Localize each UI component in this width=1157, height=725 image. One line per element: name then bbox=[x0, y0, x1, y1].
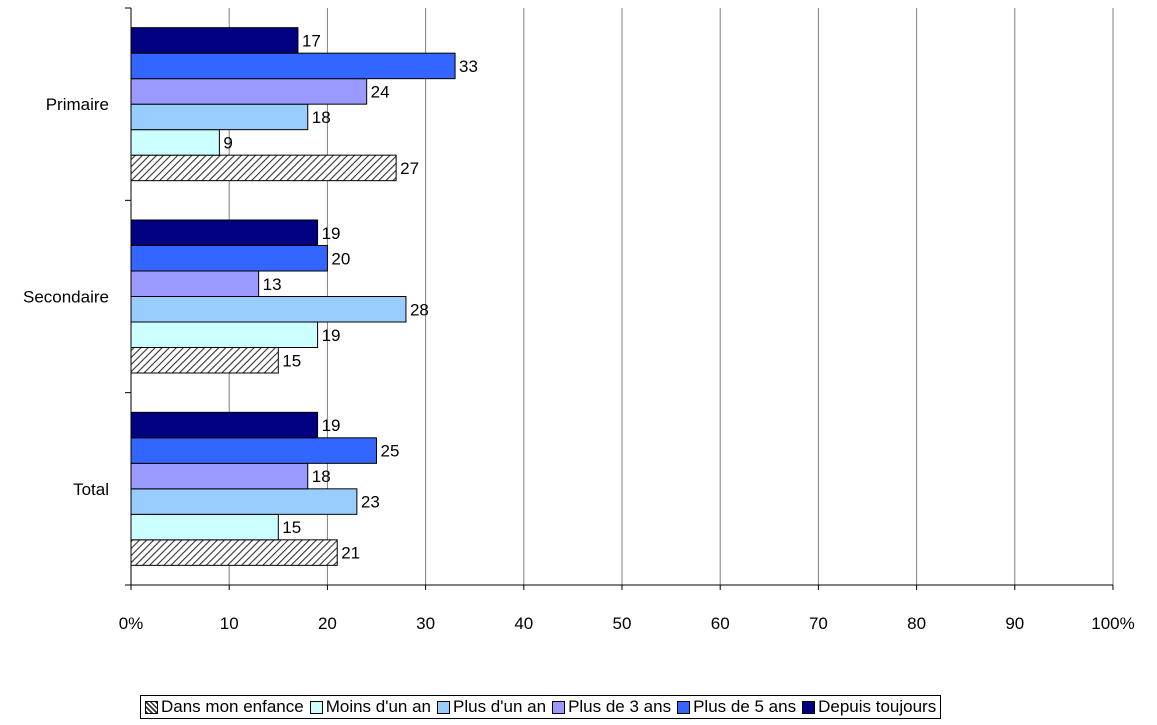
bar bbox=[130, 52, 456, 80]
bar bbox=[130, 154, 397, 182]
data-label: 21 bbox=[341, 544, 360, 563]
axes: 0% 10 20 30 40 50 60 70 80 90 100% Primaire Secondai… bbox=[23, 7, 1135, 633]
legend-item: Plus de 3 ans bbox=[552, 697, 671, 717]
x-tick-label: 10 bbox=[220, 614, 239, 633]
data-label: 18 bbox=[312, 108, 331, 127]
x-tick-label: 90 bbox=[1005, 614, 1024, 633]
legend-label: Dans mon enfance bbox=[161, 697, 304, 716]
legend-swatch bbox=[145, 700, 158, 714]
data-label: 25 bbox=[381, 442, 400, 461]
category-label: Primaire bbox=[46, 95, 109, 114]
legend: Dans mon enfance Moins d'un an Plus d'un a… bbox=[140, 695, 942, 719]
bar bbox=[130, 437, 377, 464]
x-tick-label: 40 bbox=[514, 614, 533, 633]
bar bbox=[130, 462, 309, 490]
legend-item: Dans mon enfance bbox=[145, 697, 304, 717]
legend-label: Plus de 5 ans bbox=[693, 697, 797, 716]
x-tick-label: 80 bbox=[907, 614, 926, 633]
data-label: 28 bbox=[410, 300, 429, 319]
x-tick-label: 100% bbox=[1091, 614, 1134, 633]
bar bbox=[130, 513, 279, 541]
bar bbox=[130, 411, 319, 439]
bar bbox=[130, 129, 220, 156]
x-tick-label: 30 bbox=[416, 614, 435, 633]
legend-swatch bbox=[802, 700, 816, 714]
bar bbox=[130, 347, 279, 374]
data-label: 15 bbox=[282, 518, 301, 537]
bar bbox=[130, 321, 319, 348]
bars: 27 9 18 24 33 17 15 19 28 13 20 19 21 15 23 18 25 19 bbox=[130, 27, 478, 566]
data-label: 15 bbox=[282, 351, 301, 370]
data-label: 23 bbox=[361, 493, 380, 512]
data-label: 19 bbox=[322, 224, 341, 243]
data-label: 13 bbox=[263, 275, 282, 294]
legend-label: Plus d'un an bbox=[453, 697, 547, 716]
bar bbox=[130, 103, 309, 131]
bar bbox=[130, 78, 368, 105]
bar bbox=[130, 245, 328, 272]
data-label: 9 bbox=[223, 133, 232, 152]
data-label: 18 bbox=[312, 467, 331, 486]
data-label: 19 bbox=[322, 416, 341, 435]
bar bbox=[130, 270, 260, 297]
legend-label: Moins d'un an bbox=[325, 697, 432, 716]
bar bbox=[130, 27, 299, 54]
x-tick-label: 50 bbox=[613, 614, 632, 633]
data-label: 20 bbox=[331, 249, 350, 268]
bar bbox=[130, 296, 407, 323]
legend-item: Moins d'un an bbox=[309, 697, 432, 717]
data-label: 19 bbox=[322, 326, 341, 345]
bar bbox=[130, 488, 358, 515]
legend-item: Plus d'un an bbox=[437, 697, 546, 717]
data-label: 33 bbox=[459, 57, 478, 76]
x-tick-label: 70 bbox=[809, 614, 828, 633]
x-tick-label: 20 bbox=[318, 614, 337, 633]
x-tick-label: 60 bbox=[711, 614, 730, 633]
legend-item: Plus de 5 ans bbox=[677, 697, 796, 717]
category-label: Total bbox=[73, 480, 109, 499]
legend-item: Depuis toujours bbox=[802, 697, 936, 717]
legend-swatch bbox=[309, 700, 323, 714]
legend-swatch bbox=[552, 700, 566, 714]
legend-swatch bbox=[677, 700, 691, 714]
data-label: 27 bbox=[400, 159, 419, 178]
bar bbox=[130, 219, 319, 246]
data-label: 24 bbox=[371, 82, 390, 101]
data-label: 17 bbox=[302, 31, 321, 50]
legend-swatch bbox=[437, 700, 451, 714]
legend-label: Plus de 3 ans bbox=[568, 697, 672, 716]
x-tick-label: 0% bbox=[119, 614, 144, 633]
bar bbox=[130, 539, 338, 566]
bar-chart: 27 9 18 24 33 17 15 19 28 13 20 19 21 15 23 18 25 19 0% 10… bbox=[23, 7, 1135, 633]
legend-label: Depuis toujours bbox=[818, 697, 937, 716]
category-label: Secondaire bbox=[23, 288, 109, 307]
